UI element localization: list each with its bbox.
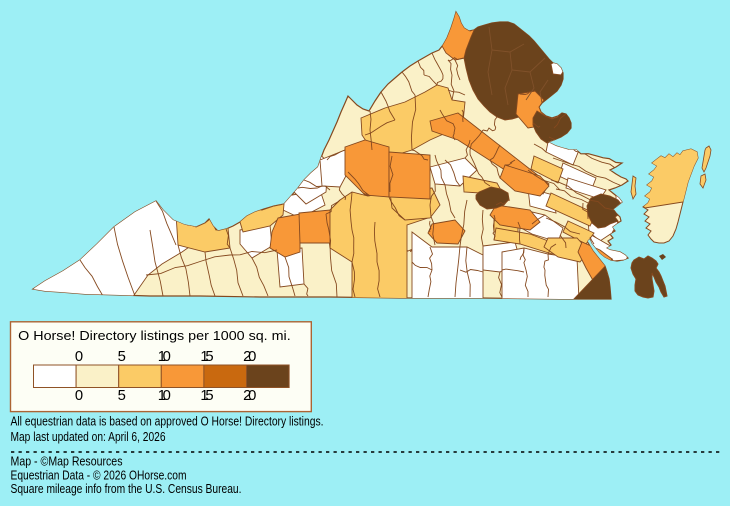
- svg-text:10: 10: [158, 349, 171, 365]
- svg-text:15: 15: [200, 349, 213, 365]
- svg-text:10: 10: [158, 388, 171, 404]
- svg-text:20: 20: [243, 349, 256, 365]
- svg-text:0: 0: [75, 349, 83, 365]
- svg-text:Equestrian Data - © 2026 OHors: Equestrian Data - © 2026 OHorse.com: [11, 469, 187, 483]
- svg-text:15: 15: [200, 388, 213, 404]
- svg-text:Square mileage info from the U: Square mileage info from the U.S. Census…: [11, 482, 242, 496]
- svg-text:Map last updated on: April 6,: Map last updated on: April 6, 2026: [11, 430, 166, 444]
- svg-text:Map - ©Map Resources: Map - ©Map Resources: [11, 455, 123, 469]
- svg-text:5: 5: [118, 349, 126, 365]
- svg-text:20: 20: [243, 388, 256, 404]
- svg-text:All equestrian data is based o: All equestrian data is based on approved…: [11, 415, 324, 429]
- svg-text:5: 5: [118, 388, 126, 404]
- svg-text:O Horse! Directory listings pe: O Horse! Directory listings per 1000 sq.…: [18, 329, 291, 343]
- svg-text:0: 0: [75, 388, 83, 404]
